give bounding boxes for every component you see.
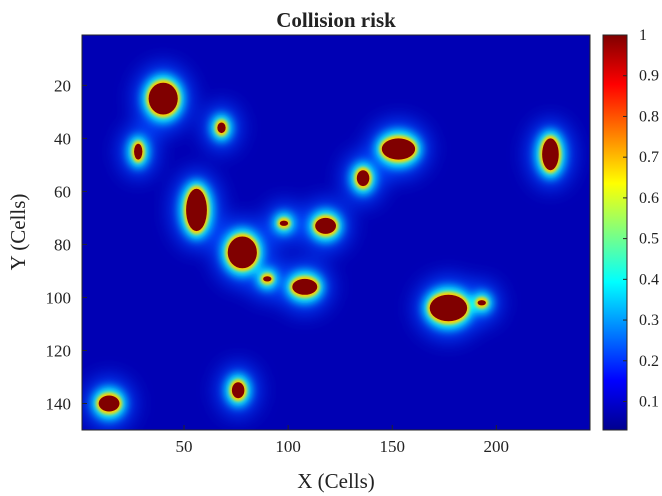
y-tick-label: 20 [54, 76, 71, 95]
obstacle-risk-region [227, 236, 257, 269]
y-tick-label: 40 [54, 129, 71, 148]
obstacle-risk-region [98, 395, 120, 412]
y-tick-label: 100 [46, 288, 72, 307]
y-axis-label: Y (Cells) [6, 194, 30, 271]
y-tick-label: 60 [54, 182, 71, 201]
obstacle-risk-region [148, 82, 178, 115]
colorbar-tick-label: 0.1 [639, 393, 659, 410]
chart-title: Collision risk [276, 8, 396, 32]
obstacle-risk-region [217, 122, 226, 134]
obstacle-core-layer [98, 82, 559, 412]
x-axis-ticks: 50 100 150 200 [176, 425, 510, 456]
colorbar-tick-label: 0.6 [639, 190, 659, 207]
obstacle-risk-region [381, 138, 416, 160]
x-tick-label: 50 [176, 437, 193, 456]
x-tick-label: 200 [484, 437, 510, 456]
obstacle-risk-region [542, 138, 559, 171]
obstacle-risk-region [292, 278, 318, 295]
colorbar-tick-label: 0.8 [639, 108, 659, 125]
obstacle-risk-region [134, 143, 143, 160]
colorbar-frame [602, 34, 628, 431]
obstacle-risk-region [186, 188, 207, 232]
obstacle-risk-region [279, 220, 289, 226]
colorbar-tick-label: 0.5 [639, 231, 659, 248]
colorbar-tick-label: 0.7 [639, 149, 659, 166]
obstacle-risk-region [263, 276, 272, 282]
x-tick-label: 100 [275, 437, 301, 456]
y-axis-ticks: 20 40 60 80 100 120 140 [46, 76, 87, 413]
colorbar-tick-label: 0.3 [639, 312, 659, 329]
colorbar-tick-label: 0.9 [639, 68, 659, 85]
colorbar-tick-label: 1 [639, 27, 647, 44]
y-tick-label: 120 [46, 341, 72, 360]
colorbar-tick-label: 0.4 [639, 271, 659, 288]
colorbar-tick-label: 0.2 [639, 353, 659, 370]
x-tick-label: 150 [379, 437, 405, 456]
obstacle-risk-region [429, 294, 468, 322]
colorbar [603, 35, 627, 430]
plot-frame [81, 34, 591, 431]
y-tick-label: 80 [54, 235, 71, 254]
x-axis-label: X (Cells) [297, 469, 375, 493]
y-tick-label: 140 [46, 394, 72, 413]
obstacle-risk-region [315, 217, 336, 234]
obstacle-risk-region [356, 170, 370, 187]
colorbar-ticks: 0.1 0.2 0.3 0.4 0.5 0.6 0.7 0.8 0.9 1 [623, 27, 659, 410]
obstacle-risk-region [477, 300, 486, 306]
obstacle-risk-region [231, 382, 245, 399]
heatmap-plot-area [82, 35, 590, 430]
